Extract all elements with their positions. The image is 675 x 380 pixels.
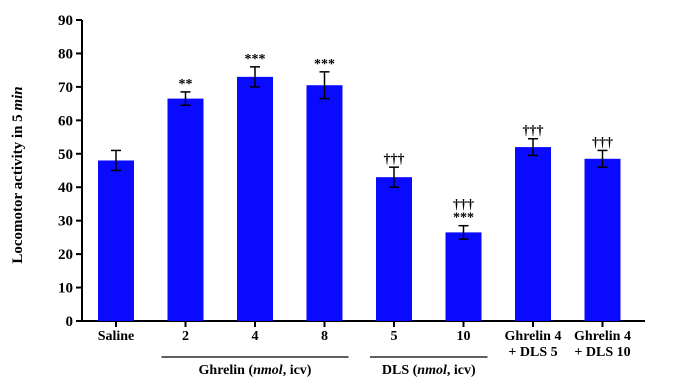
bar bbox=[98, 160, 134, 321]
x-tick-label: 5 bbox=[391, 329, 398, 344]
y-tick-label: 10 bbox=[58, 281, 73, 297]
significance-annotation: ** bbox=[179, 77, 193, 92]
y-axis-label-unit: min bbox=[10, 86, 26, 110]
y-tick-label: 80 bbox=[58, 46, 73, 62]
significance-annotation: ††† bbox=[453, 198, 474, 213]
bar bbox=[306, 85, 343, 321]
x-tick-label: + DLS 5 bbox=[508, 345, 557, 360]
significance-annotation: ††† bbox=[523, 124, 544, 139]
x-tick-label: 4 bbox=[252, 329, 259, 344]
y-tick-label: 50 bbox=[58, 147, 73, 163]
bar bbox=[167, 98, 204, 321]
bar bbox=[376, 177, 412, 321]
y-axis-label: Locomotor activity in 5 min bbox=[10, 86, 26, 263]
bar bbox=[584, 158, 621, 321]
y-tick-label: 30 bbox=[58, 214, 73, 230]
bar bbox=[515, 147, 551, 321]
significance-annotation: *** bbox=[314, 57, 335, 72]
significance-annotation: *** bbox=[245, 52, 266, 67]
x-tick-label: 10 bbox=[457, 329, 471, 344]
x-tick-label: Ghrelin 4 bbox=[574, 329, 631, 344]
significance-annotation: ††† bbox=[384, 152, 405, 167]
bar bbox=[237, 76, 273, 321]
y-tick-label: 40 bbox=[58, 180, 73, 196]
group-label: Ghrelin (nmol, icv) bbox=[199, 363, 312, 378]
x-tick-label: Saline bbox=[98, 329, 135, 344]
y-tick-label: 60 bbox=[58, 113, 73, 129]
significance-annotation: ††† bbox=[592, 135, 613, 150]
y-tick-label: 0 bbox=[66, 314, 74, 330]
significance-annotation: *** bbox=[453, 211, 474, 226]
y-tick-label: 20 bbox=[58, 247, 73, 263]
bar bbox=[445, 232, 482, 321]
x-tick-label: + DLS 10 bbox=[574, 345, 630, 360]
y-axis-label-text: Locomotor activity in 5 bbox=[10, 111, 26, 264]
y-tick-label: 70 bbox=[58, 80, 73, 96]
group-label: DLS (nmol, icv) bbox=[382, 363, 476, 378]
x-tick-label: 2 bbox=[182, 329, 189, 344]
x-tick-label: Ghrelin 4 bbox=[505, 329, 562, 344]
y-tick-label: 90 bbox=[58, 13, 73, 29]
x-tick-label: 8 bbox=[321, 329, 328, 344]
